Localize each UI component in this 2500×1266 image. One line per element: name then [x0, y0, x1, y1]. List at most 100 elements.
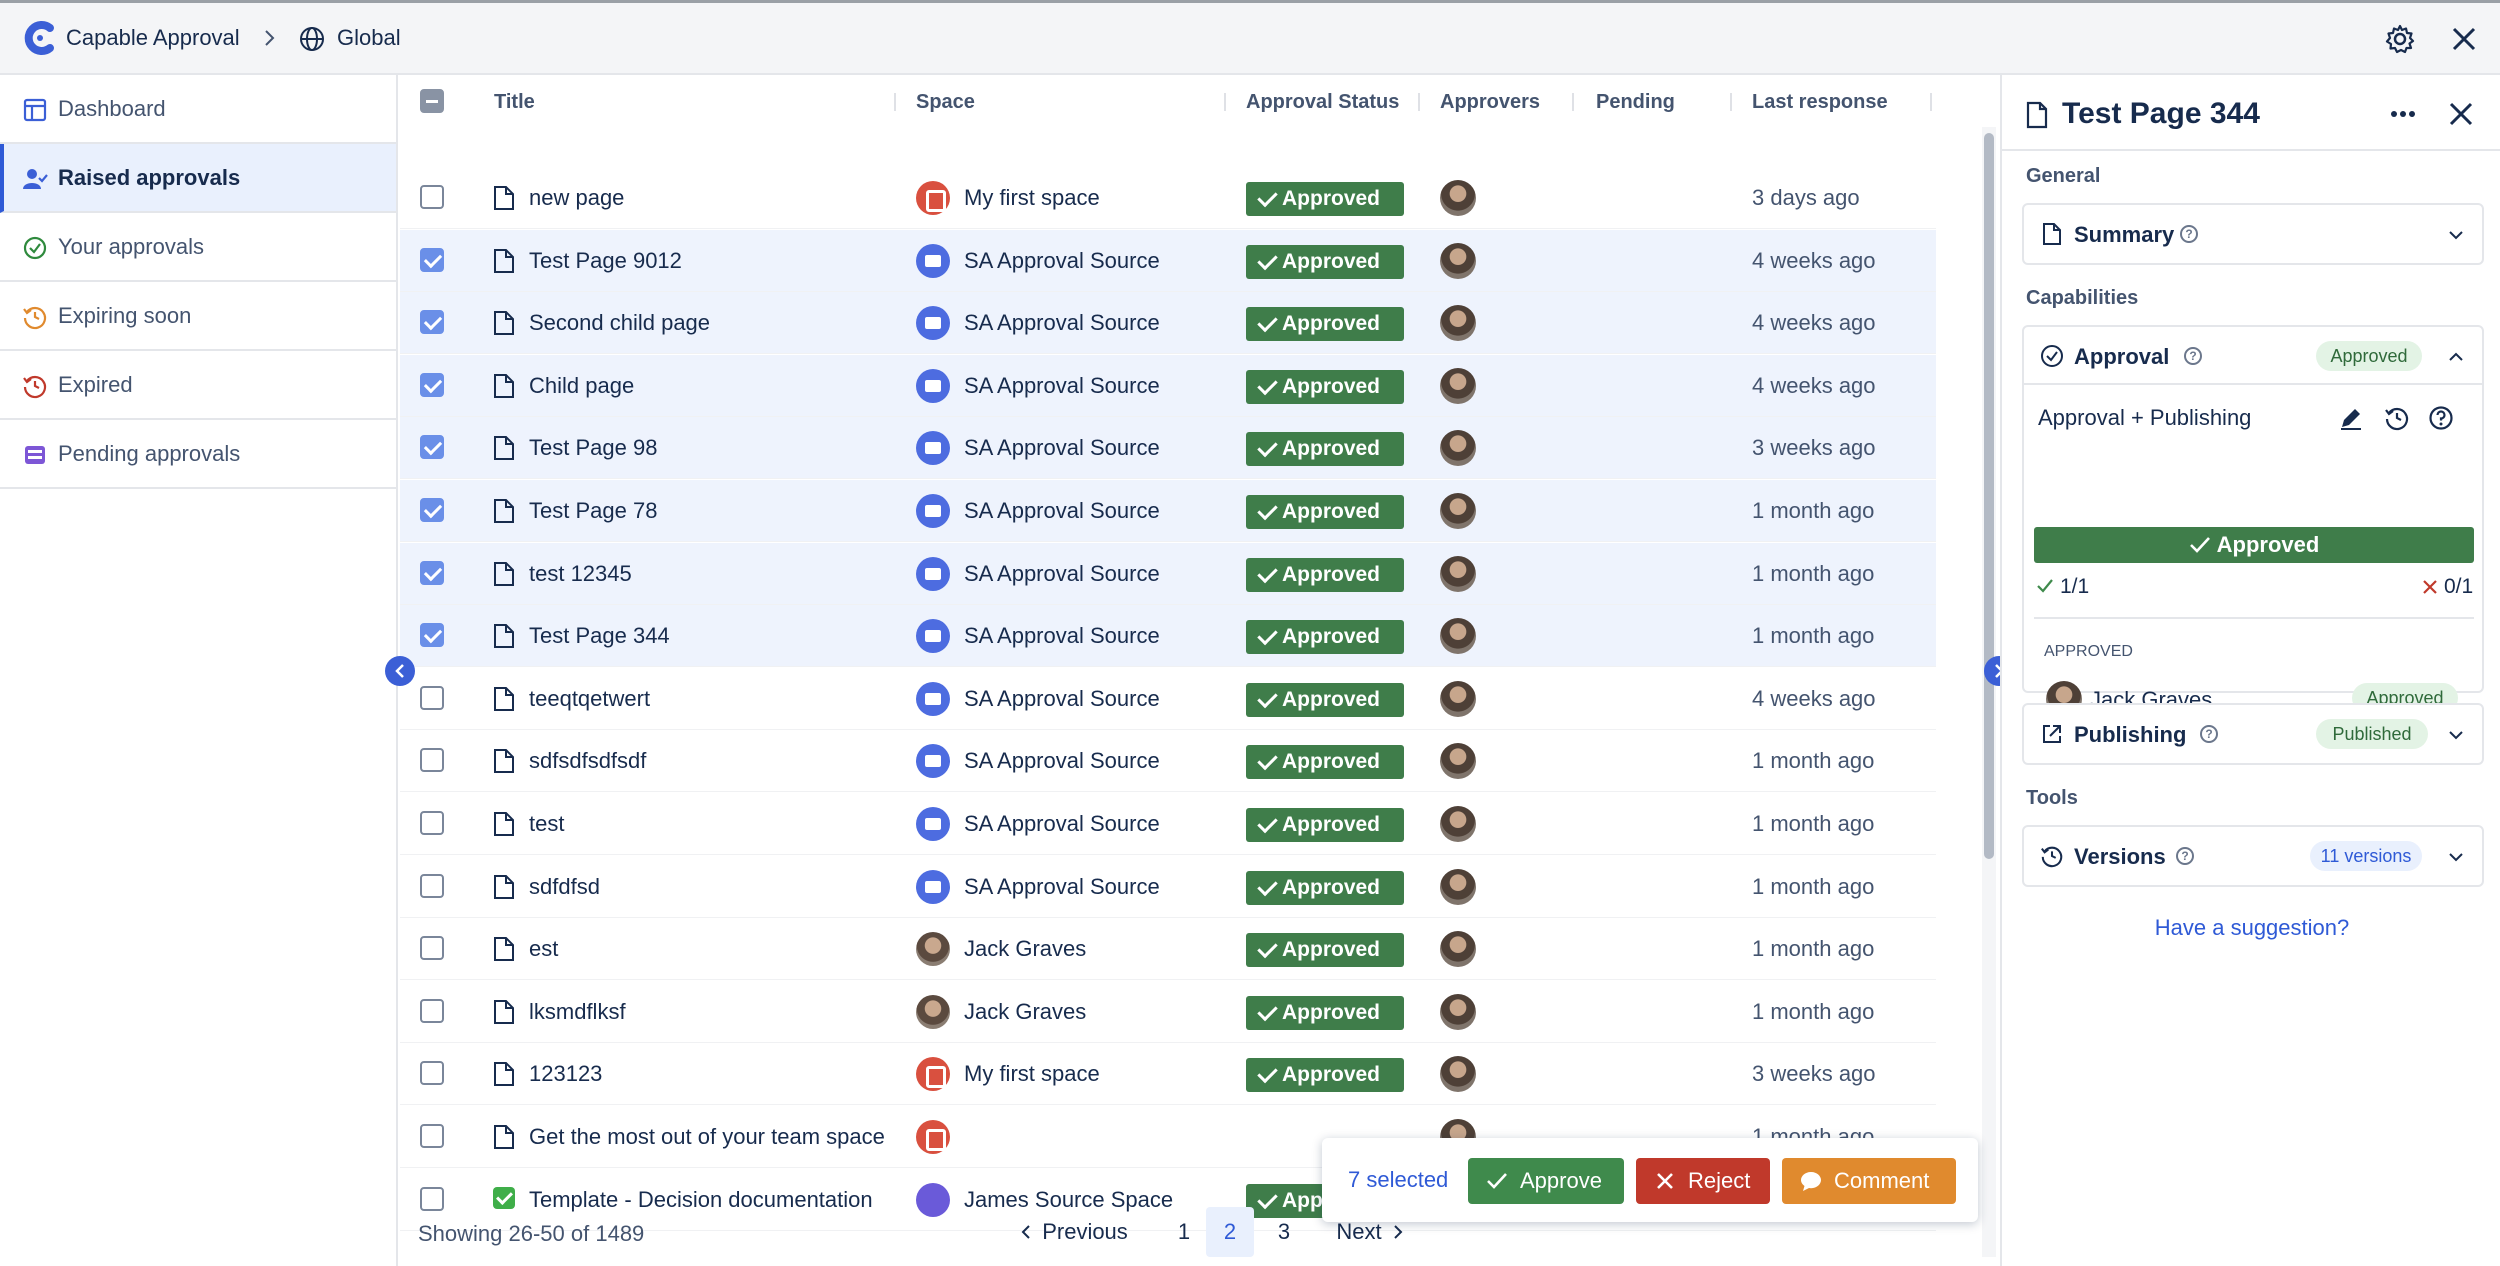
close-icon[interactable]: [2446, 99, 2476, 129]
publishing-header[interactable]: Publishing ? Published: [2024, 705, 2482, 763]
table-row[interactable]: sdfsdfsdfsdf SA Approval Source Approved 1 …: [400, 730, 1936, 793]
sidebar-item-expiring-soon[interactable]: Expiring soon: [0, 282, 396, 351]
help-icon[interactable]: [2428, 405, 2454, 431]
row-title[interactable]: test 12345: [529, 560, 632, 586]
column-approval-status[interactable]: Approval Status: [1246, 91, 1400, 113]
table-row[interactable]: Second child page SA Approval Source Appro…: [400, 292, 1936, 355]
row-title[interactable]: teeqtqetwert: [529, 685, 651, 711]
comment-button[interactable]: Comment: [1782, 1158, 1956, 1204]
row-checkbox[interactable]: [420, 310, 444, 335]
table-row[interactable]: Test Page 344 SA Approval Source Approved 1…: [400, 605, 1936, 668]
table-row[interactable]: Child page SA Approval Source Approved 4 we…: [400, 354, 1936, 417]
row-space[interactable]: SA Approval Source: [964, 310, 1160, 336]
row-space[interactable]: Jack Graves: [964, 936, 1087, 962]
next-page-button[interactable]: Next: [1326, 1207, 1416, 1257]
approver-avatar[interactable]: [1440, 993, 1476, 1030]
row-title[interactable]: Get the most out of your team space: [529, 1124, 885, 1149]
column-title[interactable]: Title: [494, 91, 535, 113]
row-space[interactable]: My first space: [964, 1061, 1100, 1087]
row-space[interactable]: SA Approval Source: [964, 873, 1160, 899]
row-title[interactable]: Test Page 344: [529, 623, 670, 649]
sidebar-item-raised-approvals[interactable]: Raised approvals: [0, 144, 396, 213]
scrollbar-thumb[interactable]: [1984, 133, 1994, 859]
table-row[interactable]: Test Page 78 SA Approval Source Approved 1 …: [400, 480, 1936, 542]
summary-header[interactable]: Summary ?: [2024, 205, 2482, 263]
sidebar-item-expired[interactable]: Expired: [0, 351, 396, 420]
more-icon[interactable]: [2390, 109, 2416, 119]
row-checkbox[interactable]: [420, 685, 444, 710]
sidebar-item-pending-approvals[interactable]: Pending approvals: [0, 420, 396, 489]
table-row[interactable]: test 12345 SA Approval Source Approved 1 mo…: [400, 542, 1936, 605]
approver-avatar[interactable]: [1440, 1056, 1476, 1093]
row-space[interactable]: SA Approval Source: [964, 498, 1160, 523]
row-checkbox[interactable]: [420, 811, 444, 835]
table-row[interactable]: sdfdfsd SA Approval Source Approved 1 month…: [400, 856, 1936, 918]
help-icon[interactable]: ?: [2200, 725, 2218, 743]
row-space[interactable]: SA Approval Source: [964, 247, 1160, 273]
page-2-button[interactable]: 2: [1206, 1207, 1254, 1257]
row-title[interactable]: lksmdflksf: [529, 998, 626, 1024]
row-checkbox[interactable]: [420, 247, 444, 272]
help-icon[interactable]: ?: [2176, 847, 2194, 865]
row-checkbox[interactable]: [420, 185, 444, 209]
table-row[interactable]: Test Page 98 SA Approval Source Approved 3 …: [400, 417, 1936, 480]
row-space[interactable]: SA Approval Source: [964, 623, 1160, 649]
row-space[interactable]: SA Approval Source: [964, 560, 1160, 586]
row-checkbox[interactable]: [420, 1186, 444, 1211]
approver-avatar[interactable]: [1440, 180, 1476, 216]
row-space[interactable]: SA Approval Source: [964, 811, 1160, 836]
select-all-checkbox[interactable]: [420, 89, 444, 113]
approver-avatar[interactable]: [1440, 868, 1476, 905]
row-space[interactable]: SA Approval Source: [964, 748, 1160, 774]
table-row[interactable]: test SA Approval Source Approved 1 month ag…: [400, 793, 1936, 855]
row-title[interactable]: Test Page 78: [529, 498, 658, 523]
approval-header[interactable]: Approval ? Approved: [2024, 327, 2482, 385]
row-checkbox[interactable]: [420, 998, 444, 1023]
suggestion-link[interactable]: Have a suggestion?: [2154, 915, 2350, 940]
table-row[interactable]: est Jack Graves Approved 1 month ago: [400, 918, 1936, 981]
reject-button[interactable]: Reject: [1636, 1158, 1770, 1204]
sidebar-item-your-approvals[interactable]: Your approvals: [0, 213, 396, 282]
row-space[interactable]: SA Approval Source: [964, 372, 1160, 398]
close-icon[interactable]: [2448, 23, 2480, 55]
breadcrumb-global[interactable]: Global: [337, 25, 401, 50]
row-title[interactable]: Test Page 9012: [529, 247, 682, 273]
approver-avatar[interactable]: [1440, 806, 1476, 842]
approver-avatar[interactable]: [1440, 931, 1476, 968]
row-checkbox[interactable]: [420, 435, 444, 460]
approver-avatar[interactable]: [1440, 242, 1476, 279]
column-last-response[interactable]: Last response: [1752, 91, 1888, 113]
row-checkbox[interactable]: [420, 873, 444, 898]
approver-avatar[interactable]: [1440, 743, 1476, 780]
approver-avatar[interactable]: [1440, 493, 1476, 529]
previous-page-button[interactable]: Previous: [1008, 1207, 1138, 1257]
row-checkbox[interactable]: [420, 1124, 444, 1148]
row-checkbox[interactable]: [420, 1061, 444, 1086]
sidebar-item-dashboard[interactable]: Dashboard: [0, 75, 396, 144]
row-checkbox[interactable]: [420, 498, 444, 522]
column-approvers[interactable]: Approvers: [1440, 91, 1541, 113]
selected-count[interactable]: 7 selected: [1348, 1167, 1449, 1192]
row-checkbox[interactable]: [420, 748, 444, 773]
table-row[interactable]: teeqtqetwert SA Approval Source Approved 4 …: [400, 668, 1936, 730]
history-icon[interactable]: [2384, 405, 2410, 431]
row-title[interactable]: Test Page 98: [529, 435, 658, 461]
approver-avatar[interactable]: [1440, 367, 1476, 404]
column-pending[interactable]: Pending: [1596, 91, 1675, 113]
row-checkbox[interactable]: [420, 623, 444, 648]
gear-icon[interactable]: [2384, 23, 2416, 55]
approver-avatar[interactable]: [1440, 680, 1476, 717]
row-title[interactable]: Child page: [529, 372, 635, 398]
row-space[interactable]: SA Approval Source: [964, 685, 1160, 711]
row-title[interactable]: sdfsdfsdfsdf: [529, 748, 647, 774]
approver-avatar[interactable]: [1440, 430, 1476, 467]
row-title[interactable]: Template - Decision documentation: [529, 1186, 873, 1212]
help-icon[interactable]: ?: [2180, 225, 2198, 243]
table-row[interactable]: new page My first space Approved 3 days ago: [400, 167, 1936, 229]
row-checkbox[interactable]: [420, 372, 444, 397]
approve-button[interactable]: Approve: [1468, 1158, 1624, 1204]
collapse-sidebar-button[interactable]: [385, 656, 415, 686]
row-space[interactable]: James Source Space: [964, 1186, 1174, 1212]
approver-avatar[interactable]: [1440, 305, 1476, 342]
row-title[interactable]: test: [529, 811, 565, 836]
